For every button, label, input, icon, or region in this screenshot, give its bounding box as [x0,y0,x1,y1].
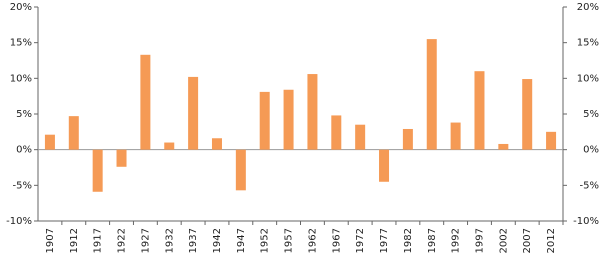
bar [211,138,222,150]
bar [546,131,557,150]
bar [379,149,390,182]
x-tick-label: 1992 [451,228,462,253]
y2-tick-label: 15% [577,38,599,49]
bar [498,143,509,150]
y-tick-label: 15% [10,38,32,49]
bar [331,115,342,150]
bar [450,122,461,150]
bar [188,76,199,150]
x-tick-label: 1967 [331,228,342,253]
y2-tick-label: -5% [580,180,599,191]
x-tick-label: 1957 [284,228,295,253]
bar [140,54,151,150]
x-tick-label: 1952 [260,228,271,253]
y2-tick-label: 10% [577,73,599,84]
bar [283,89,294,150]
x-tick-label: 1927 [140,228,151,253]
x-tick-label: 1932 [164,228,175,253]
bar [44,134,55,150]
bar [235,149,246,191]
x-tick-label: 1937 [188,228,199,253]
y2-tick-label: 20% [577,2,599,13]
x-tick-label: 1987 [427,228,438,253]
x-tick-label: 1912 [69,228,80,253]
bar [355,124,366,150]
x-tick-label: 2012 [546,228,557,253]
x-tick-label: 1942 [212,228,223,253]
x-tick-label: 1962 [307,228,318,253]
x-tick-label: 1997 [474,228,485,253]
x-tick-label: 2007 [522,228,533,253]
x-tick-label: 1972 [355,228,366,253]
x-tick-label: 1982 [403,228,414,253]
y-tick-label: 5% [16,109,32,120]
x-tick-label: 1947 [236,228,247,253]
y-tick-label: 0% [16,145,32,156]
y-tick-label: -5% [13,180,32,191]
y2-tick-label: -10% [573,216,599,227]
y-tick-label: 10% [10,73,32,84]
x-tick-label: 1917 [93,228,104,253]
bar [92,149,103,192]
bar [68,116,79,150]
bar [307,74,318,150]
x-tick-label: 1922 [117,228,128,253]
bar [474,71,485,150]
x-tick-label: 1907 [45,228,56,253]
bar [259,91,270,150]
bar [522,79,533,150]
bar [402,128,413,150]
y-tick-label: -10% [6,216,32,227]
bar [164,142,175,150]
y-tick-label: 20% [10,2,32,13]
x-tick-label: 2002 [498,228,509,253]
y2-tick-label: 0% [583,145,599,156]
bar [426,39,437,150]
y2-tick-label: 5% [583,109,599,120]
bar [116,149,127,167]
x-tick-label: 1977 [379,228,390,253]
